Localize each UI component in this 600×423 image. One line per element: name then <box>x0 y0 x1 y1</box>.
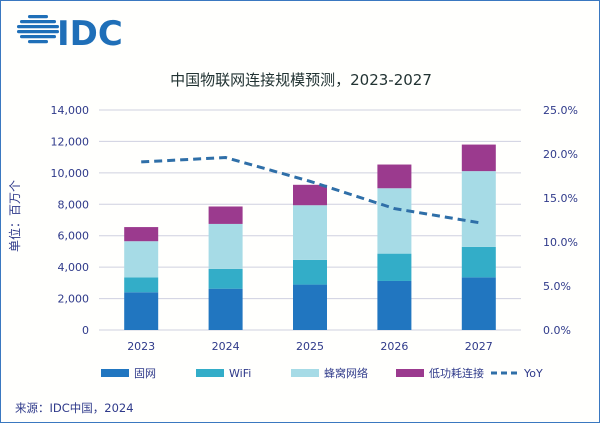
bar-segment <box>208 223 243 269</box>
chart-title: 中国物联网连接规模预测，2023-2027 <box>170 71 432 89</box>
globe-stripe <box>20 20 56 24</box>
legend-label: 固网 <box>134 367 156 380</box>
y2-tick-label: 0.0% <box>543 324 571 337</box>
bar-segment <box>293 205 327 260</box>
y-tick-label: 10,000 <box>51 167 90 180</box>
bar-segment <box>124 227 159 242</box>
bar-segment <box>377 188 412 254</box>
bar-segment <box>208 268 243 289</box>
y-tick-label: 0 <box>82 324 89 337</box>
bar-segment <box>293 184 327 206</box>
x-tick-label: 2027 <box>465 340 493 353</box>
bar-segment <box>124 277 159 293</box>
bar-segment <box>377 280 412 330</box>
x-tick-label: 2023 <box>127 340 155 353</box>
y2-tick-label: 5.0% <box>543 280 571 293</box>
legend-swatch <box>396 369 424 377</box>
bar-segment <box>124 292 159 330</box>
legend-label: YoY <box>523 367 543 380</box>
globe-stripe <box>28 40 48 44</box>
y-tick-label: 14,000 <box>51 104 90 117</box>
bar-segment <box>461 144 496 172</box>
y-tick-label: 8,000 <box>58 198 90 211</box>
idc-logo: IDC <box>17 14 123 54</box>
y-axis-label: 单位：百万个 <box>7 180 22 252</box>
legend-label: WiFi <box>229 367 251 380</box>
legend-label: 蜂窝网络 <box>324 366 368 380</box>
y2-tick-label: 10.0% <box>543 236 578 249</box>
y-tick-label: 4,000 <box>58 261 90 274</box>
legend-swatch <box>101 369 129 377</box>
x-tick-label: 2025 <box>296 340 324 353</box>
logo-text: IDC <box>57 14 123 54</box>
globe-stripe <box>17 30 59 34</box>
legend-swatch <box>291 369 319 377</box>
legend-label: 低功耗连接 <box>429 367 484 380</box>
y-tick-label: 2,000 <box>58 293 90 306</box>
y-tick-label: 12,000 <box>51 135 90 148</box>
y2-tick-label: 15.0% <box>543 192 578 205</box>
x-tick-label: 2026 <box>380 340 408 353</box>
y-tick-label: 6,000 <box>58 230 90 243</box>
globe-stripe <box>20 35 56 39</box>
globe-icon <box>17 15 59 44</box>
globe-stripe <box>28 15 48 19</box>
bar-segment <box>461 171 496 247</box>
bar-segment <box>293 259 327 285</box>
bar-segment <box>461 277 496 330</box>
legend-swatch <box>196 369 224 377</box>
bar-segment <box>293 284 327 330</box>
y2-tick-label: 20.0% <box>543 148 578 161</box>
globe-stripe <box>17 25 59 29</box>
bar-segment <box>461 246 496 278</box>
bar-segment <box>208 288 243 330</box>
bar-segment <box>124 241 159 278</box>
bar-segment <box>377 164 412 189</box>
source-note: 来源：IDC中国，2024 <box>15 401 134 415</box>
yoy-line <box>141 156 480 225</box>
bar-segment <box>208 206 243 224</box>
y2-tick-label: 25.0% <box>543 104 578 117</box>
bar-segment <box>377 253 412 281</box>
x-tick-label: 2024 <box>212 340 240 353</box>
